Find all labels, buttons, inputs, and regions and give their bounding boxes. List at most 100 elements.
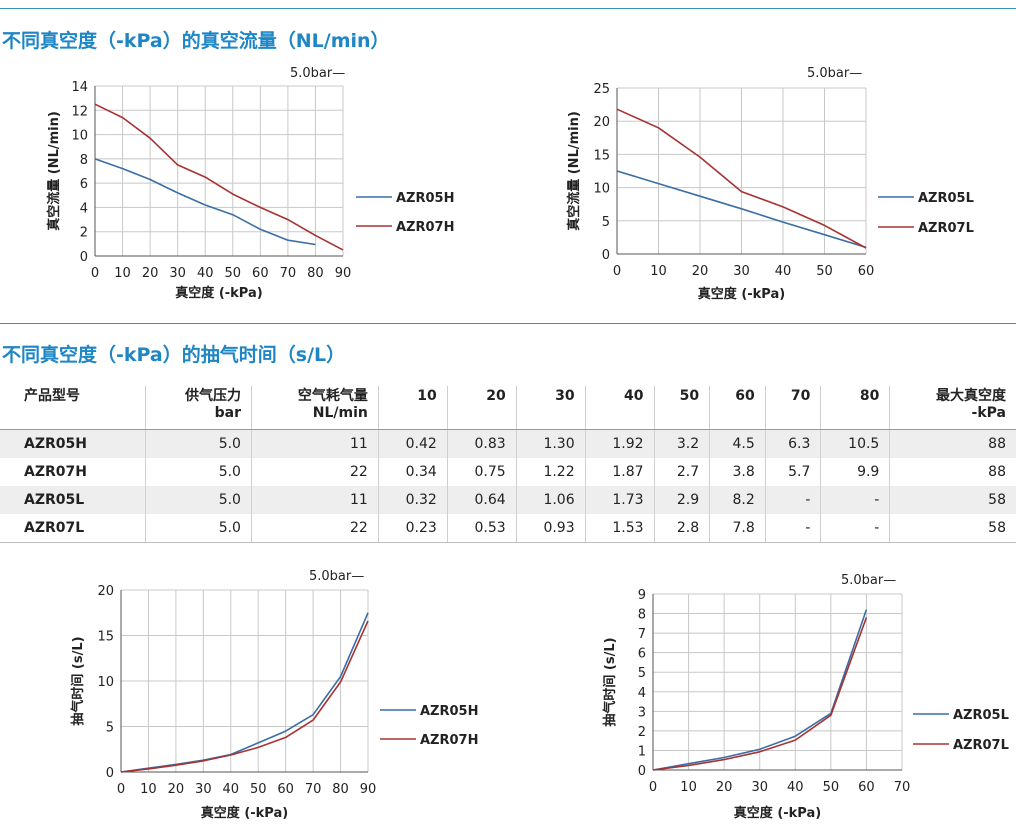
table-cell: 1.73: [584, 486, 655, 514]
series-line-azr07h: [94, 103, 344, 251]
column-header: 60: [709, 386, 766, 430]
x-tick-label: 10: [114, 266, 131, 281]
y-tick-label: 10: [97, 675, 114, 690]
column-header-line: 产品型号: [24, 388, 80, 404]
series-line-azr07l: [616, 108, 867, 249]
x-tick-label: 50: [225, 266, 242, 281]
table-cell: 5.0: [144, 429, 252, 458]
column-header: 产品型号: [0, 386, 146, 430]
x-tick-label: 70: [305, 782, 322, 797]
table-cell: 1.53: [584, 514, 655, 543]
table-cell: 22: [250, 458, 379, 486]
table-cell: AZR07L: [0, 514, 146, 543]
table-cell: 4.5: [709, 429, 766, 458]
column-header: 40: [584, 386, 655, 430]
column-header: 30: [515, 386, 586, 430]
table-cell: -: [764, 514, 821, 543]
column-header: 50: [653, 386, 710, 430]
table-cell: 1.30: [515, 429, 586, 458]
y-tick-label: 0: [106, 766, 114, 781]
x-tick-label: 40: [787, 780, 804, 795]
pressure-annotation: 5.0bar—: [309, 569, 364, 584]
y-tick-label: 9: [638, 588, 646, 603]
x-tick-label: 50: [823, 780, 840, 795]
table-cell: 5.0: [144, 486, 252, 514]
legend-label-azr07l: AZR07L: [953, 738, 1009, 753]
y-tick-label: 8: [638, 608, 646, 623]
table-cell: 0.53: [446, 514, 517, 543]
x-tick-label: 90: [360, 782, 377, 797]
x-axis-title: 真空度 (-kPa): [175, 285, 262, 301]
table-cell: 58: [889, 514, 1016, 543]
table-cell: 0.42: [377, 429, 448, 458]
table-cell: 88: [889, 458, 1016, 486]
table-cell: 1.92: [584, 429, 655, 458]
table-cell: 6.3: [764, 429, 821, 458]
table-header-row: 产品型号 供气压力 bar 空气耗气量 NL/min 10 20 30 40 50 60 70 80 最大…: [0, 386, 1016, 430]
column-header: 70: [764, 386, 821, 430]
y-tick-label: 3: [638, 705, 646, 720]
y-tick-label: 2: [638, 725, 646, 740]
column-header: 10: [377, 386, 448, 430]
column-header: 最大真空度 -kPa: [889, 386, 1016, 430]
series-line-azr05l: [616, 170, 867, 249]
x-tick-label: 30: [733, 264, 750, 279]
y-tick-label: 14: [71, 80, 88, 95]
column-header-line: 供气压力: [184, 388, 241, 404]
column-header-line: NL/min: [312, 405, 368, 421]
flow-chart-l: 0 10 20 30 40 50 60 0 5 10 15 20 25 真空度 (-kPa) 真空流量 (N…: [520, 0, 1000, 310]
column-header-line: bar: [214, 405, 241, 421]
series-line-azr07l: [652, 617, 868, 771]
time-chart-l-svg: 0 10 20 30 40 50 60 70 0 1 2 3 4 5 6 7 8 9 真空度 (-kPa) 抽气时间 …: [602, 573, 1009, 821]
x-tick-label: 0: [649, 780, 657, 795]
column-header-line: 空气耗气量: [297, 388, 368, 404]
column-header-line: 70: [790, 388, 811, 404]
table-cell: -: [764, 486, 821, 514]
flow-chart-h: 0 10 20 30 40 50 60 70 80 90 0 2 4 6 8 10 12 14 真空度 (-kPa)…: [0, 0, 454, 310]
y-axis-title: 真空流量 (NL/min): [46, 111, 62, 231]
x-tick-label: 60: [252, 266, 269, 281]
column-header-line: 40: [624, 388, 644, 404]
table-cell: 5.7: [764, 458, 821, 486]
table-cell: 58: [889, 486, 1016, 514]
y-tick-label: 10: [71, 129, 88, 144]
column-header-line: 50: [679, 388, 700, 404]
column-header-line: 80: [859, 388, 880, 404]
series-line-azr05h: [94, 158, 316, 246]
legend-label-azr05h: AZR05H: [420, 704, 478, 719]
x-tick-label: 0: [613, 264, 621, 279]
pressure-annotation: 5.0bar—: [290, 66, 345, 81]
y-tick-label: 0: [638, 764, 646, 779]
column-header-line: 10: [417, 388, 437, 404]
x-tick-label: 20: [142, 266, 159, 281]
y-axis-title: 抽气时间 (s/L): [70, 636, 86, 725]
x-tick-label: 70: [280, 266, 297, 281]
y-tick-label: 8: [80, 153, 88, 168]
time-chart-h-svg: 0 10 20 30 40 50 60 70 80 90 0 5 10 15 20 真空度 (-kPa) 抽气时…: [70, 569, 478, 821]
column-header-line: 60: [735, 388, 755, 404]
x-tick-label: 40: [197, 266, 214, 281]
x-tick-label: 80: [332, 782, 349, 797]
column-header: 空气耗气量 NL/min: [250, 386, 379, 430]
table-cell: 11: [250, 429, 379, 458]
y-tick-label: 5: [638, 666, 646, 681]
x-axis-title: 真空度 (-kPa): [201, 805, 288, 821]
x-tick-label: 30: [195, 782, 212, 797]
series-line-azr05h: [120, 612, 369, 773]
y-tick-label: 7: [638, 627, 646, 642]
evacuation-time-table: 产品型号 供气压力 bar 空气耗气量 NL/min 10 20 30 40 50 60 70 80 最大…: [0, 386, 1016, 543]
table-cell: 88: [889, 429, 1016, 458]
y-tick-label: 20: [97, 584, 114, 599]
x-axis-title: 真空度 (-kPa): [698, 286, 785, 302]
y-tick-label: 0: [80, 250, 88, 265]
x-tick-label: 10: [650, 264, 667, 279]
y-axis-title: 抽气时间 (s/L): [602, 637, 618, 726]
x-tick-label: 70: [894, 780, 911, 795]
y-tick-label: 12: [71, 104, 88, 119]
pressure-annotation: 5.0bar—: [807, 66, 862, 81]
table-cell: 0.93: [515, 514, 586, 543]
time-section-title: 不同真空度（-kPa）的抽气时间（s/L）: [2, 344, 346, 366]
y-tick-label: 5: [602, 215, 610, 230]
x-tick-label: 40: [775, 264, 792, 279]
table-cell: 2.7: [653, 458, 710, 486]
